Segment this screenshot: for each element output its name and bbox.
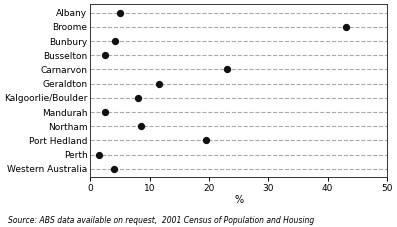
Point [96,153,102,156]
Point [102,53,108,57]
Point [203,139,209,142]
Point [135,96,141,100]
Point [155,82,162,86]
Text: Source: ABS data available on request,  2001 Census of Population and Housing: Source: ABS data available on request, 2… [8,216,314,225]
Point [224,68,230,71]
X-axis label: %: % [234,195,243,205]
Point [111,167,117,171]
Point [342,25,349,29]
Point [112,39,118,43]
Point [138,124,144,128]
Point [117,11,123,15]
Point [102,110,108,114]
